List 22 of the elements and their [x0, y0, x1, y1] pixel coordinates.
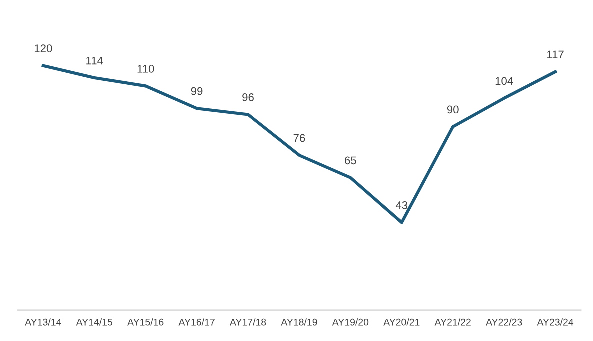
- x-tick-label: AY18/19: [281, 318, 318, 326]
- data-label: 43: [396, 202, 408, 210]
- data-label: 90: [447, 106, 459, 114]
- x-tick-label: AY14/15: [76, 318, 112, 326]
- x-tick-label: AY13/14: [25, 318, 62, 326]
- x-tick-label: AY16/17: [178, 318, 215, 326]
- data-label: 96: [242, 94, 254, 102]
- data-label: 117: [548, 50, 564, 59]
- data-label: 104: [496, 77, 514, 86]
- x-tick-label: AY15/16: [128, 318, 164, 326]
- x-tick-label: AY17/18: [230, 318, 266, 326]
- data-label: 110: [138, 65, 154, 73]
- data-label: 99: [191, 87, 203, 96]
- x-tick-label: AY20/21: [384, 318, 420, 326]
- data-label: 114: [86, 56, 104, 65]
- data-label: 120: [34, 44, 52, 53]
- data-label: 76: [294, 134, 306, 142]
- x-tick-label: AY21/22: [434, 318, 471, 326]
- x-tick-label: AY22/23: [486, 318, 522, 326]
- x-tick-label: AY19/20: [332, 318, 369, 326]
- x-tick-label: AY23/24: [537, 318, 574, 326]
- data-label: 65: [345, 156, 356, 165]
